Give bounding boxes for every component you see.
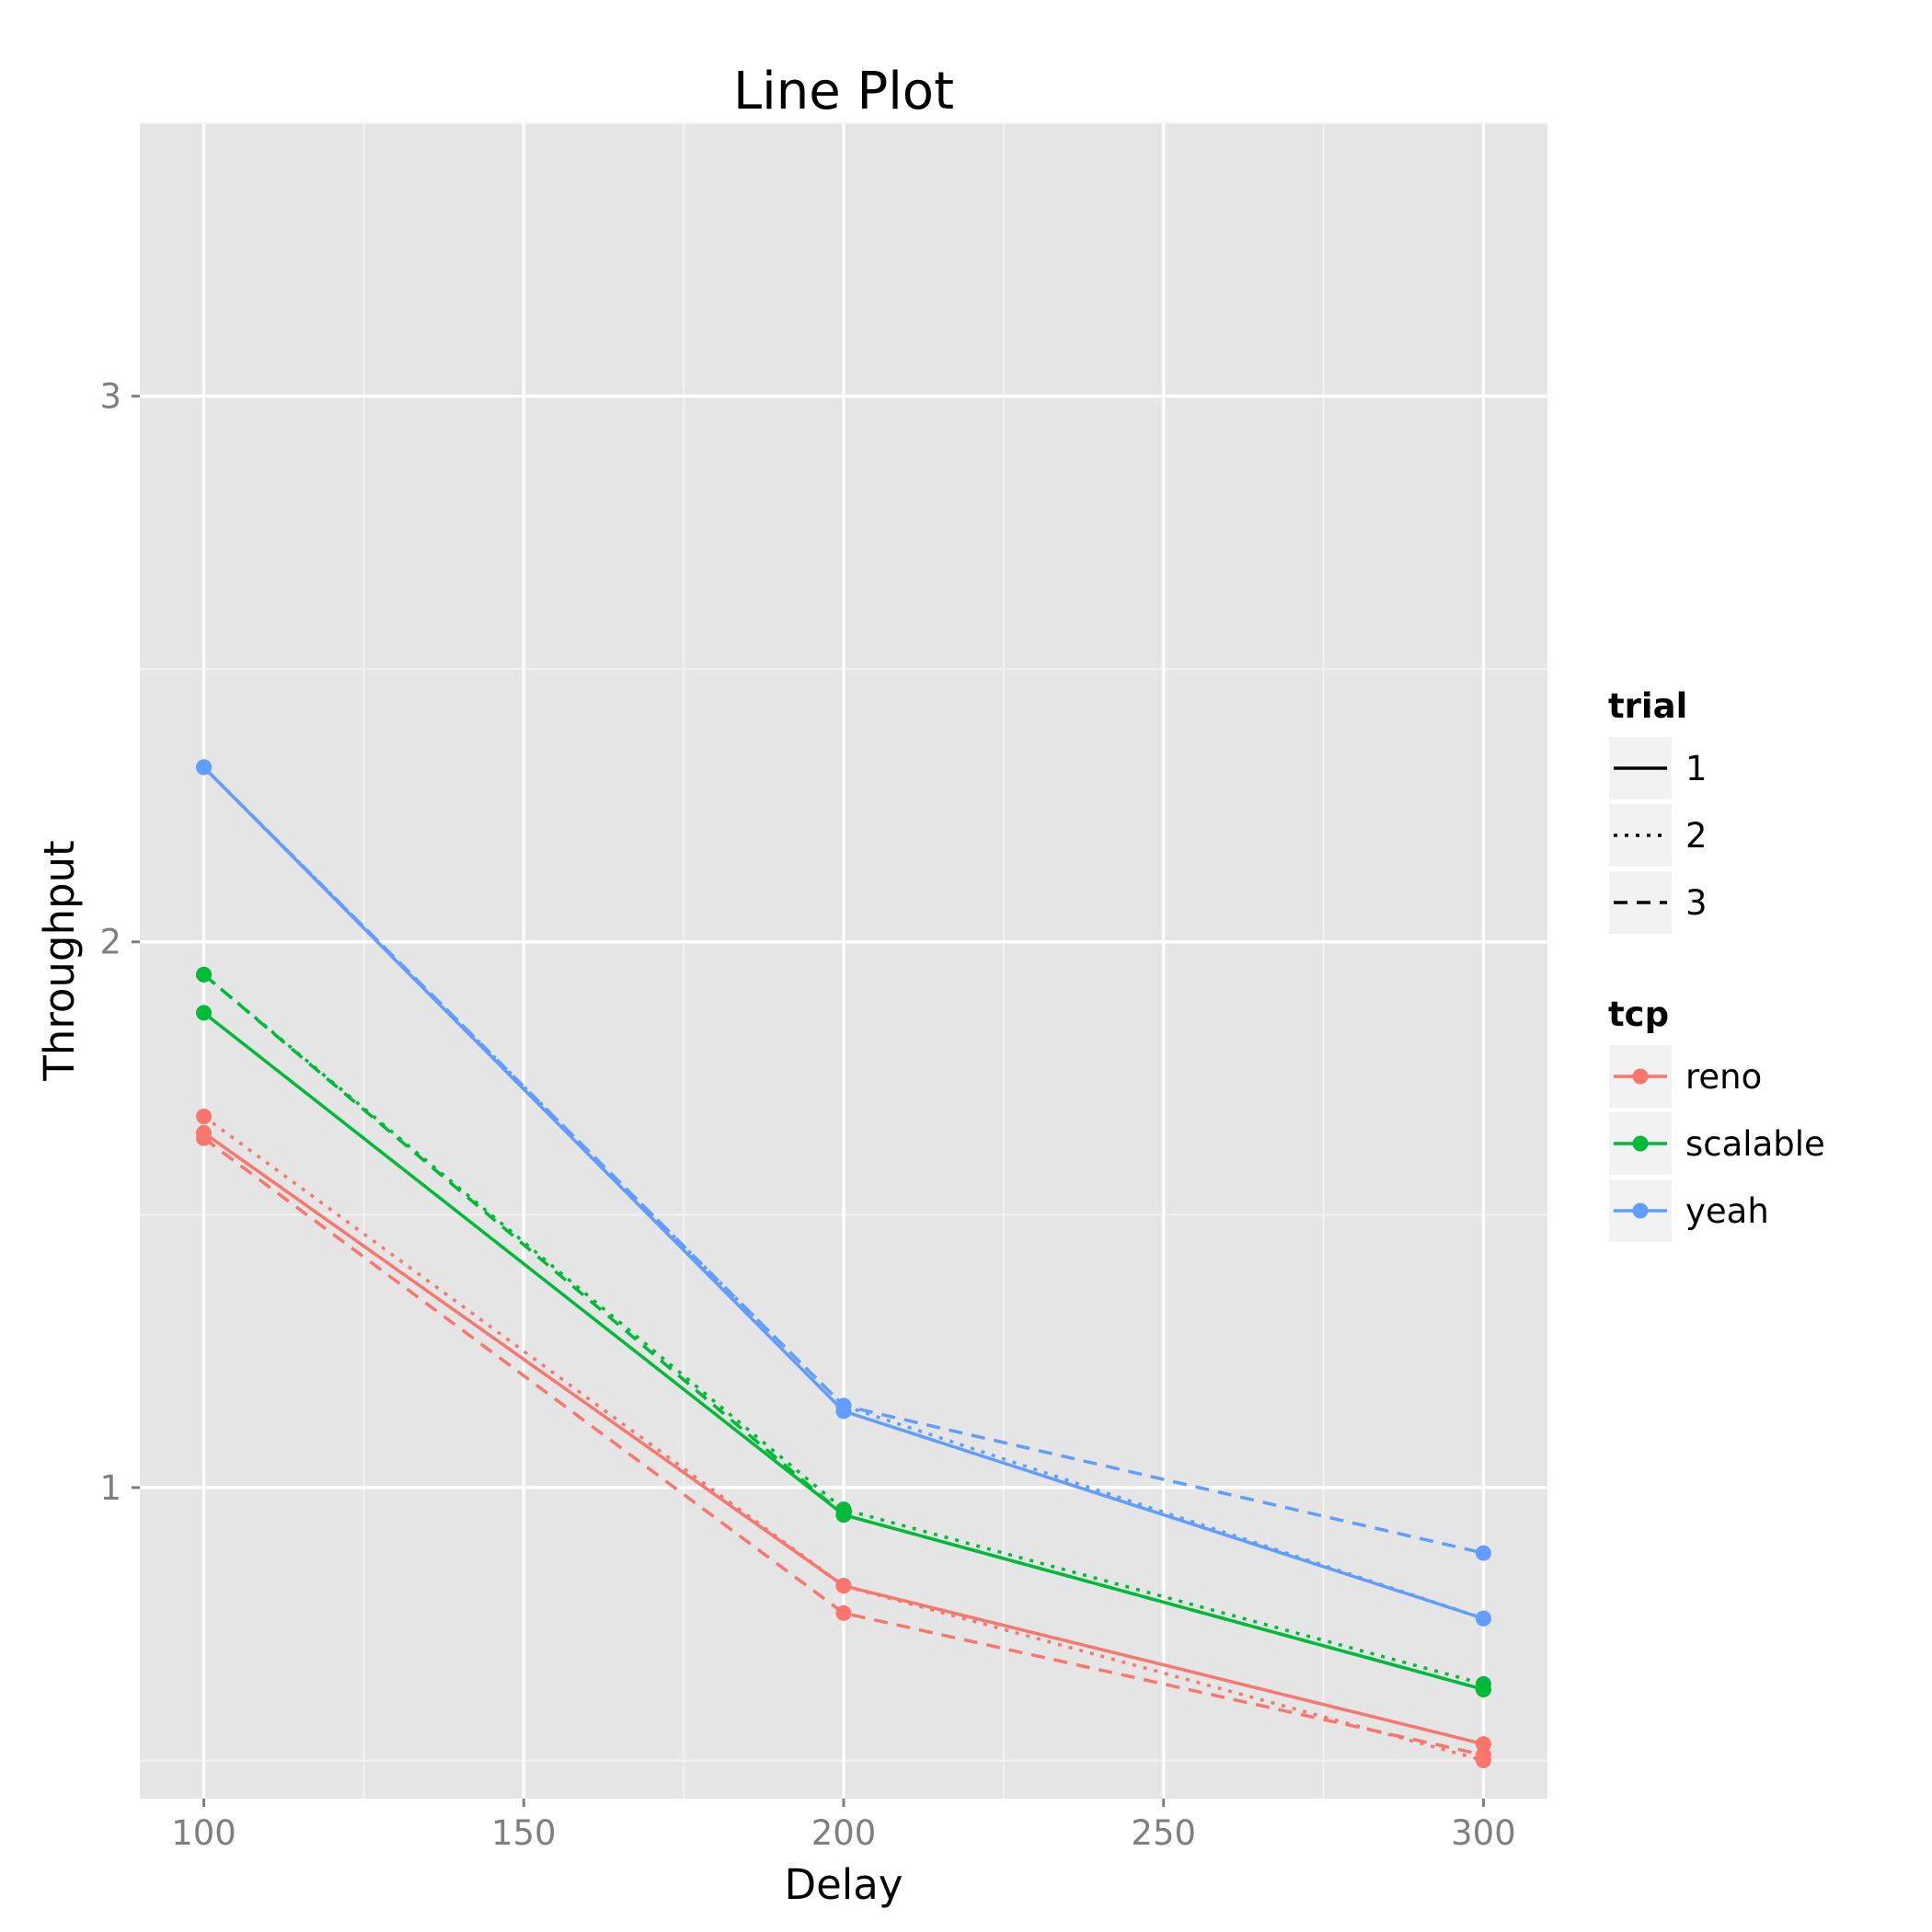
legend-label-2: 2 xyxy=(1685,816,1708,856)
legend-label-yeah: yeah xyxy=(1685,1191,1769,1231)
y-axis-title: Throughput xyxy=(35,840,84,1081)
legend-label-reno: reno xyxy=(1685,1057,1762,1097)
legend-label-scalable: scalable xyxy=(1685,1124,1825,1164)
data-point-reno-trial-1 xyxy=(1475,1736,1491,1753)
legend-point-yeah xyxy=(1632,1202,1649,1219)
legend-point-scalable xyxy=(1632,1135,1649,1152)
data-point-scalable-trial-3 xyxy=(196,966,213,983)
data-point-reno-trial-3 xyxy=(1475,1747,1491,1764)
y-tick-label: 3 xyxy=(99,377,121,417)
data-point-yeah-trial-2 xyxy=(1475,1610,1491,1627)
x-axis-ticks: 100 150 200 250 300 xyxy=(171,1799,1516,1853)
data-point-scalable-trial-3 xyxy=(1475,1681,1491,1697)
legend-point-reno xyxy=(1632,1068,1649,1085)
data-point-reno-trial-3 xyxy=(835,1604,852,1621)
x-tick-label: 100 xyxy=(171,1813,236,1853)
data-point-yeah-trial-3 xyxy=(196,759,213,776)
legend-label-3: 3 xyxy=(1685,883,1708,923)
x-tick-label: 300 xyxy=(1451,1813,1516,1853)
legend-key xyxy=(1607,802,1673,868)
y-axis-ticks: 1 2 3 xyxy=(99,377,140,1508)
data-point-reno-trial-3 xyxy=(196,1130,213,1146)
chart-title: Line Plot xyxy=(733,62,954,121)
data-point-reno-trial-2 xyxy=(835,1578,852,1594)
data-point-yeah-trial-3 xyxy=(1475,1545,1491,1561)
x-tick-label: 250 xyxy=(1131,1813,1196,1853)
data-point-scalable-trial-1 xyxy=(196,1005,213,1021)
data-point-yeah-trial-3 xyxy=(835,1397,852,1414)
x-axis-title: Delay xyxy=(784,1860,903,1909)
data-point-scalable-trial-3 xyxy=(835,1507,852,1524)
x-tick-label: 200 xyxy=(811,1813,877,1853)
x-tick-label: 150 xyxy=(491,1813,557,1853)
data-point-reno-trial-2 xyxy=(196,1109,213,1125)
legend-title-tcp: tcp xyxy=(1608,995,1669,1034)
series-points xyxy=(196,759,1491,1768)
legend-title-trial: trial xyxy=(1608,686,1687,726)
y-tick-label: 2 xyxy=(99,923,121,962)
y-tick-label: 1 xyxy=(99,1468,121,1508)
series-line-reno-trial-3 xyxy=(202,1136,1484,1757)
legend-label-1: 1 xyxy=(1685,749,1708,788)
